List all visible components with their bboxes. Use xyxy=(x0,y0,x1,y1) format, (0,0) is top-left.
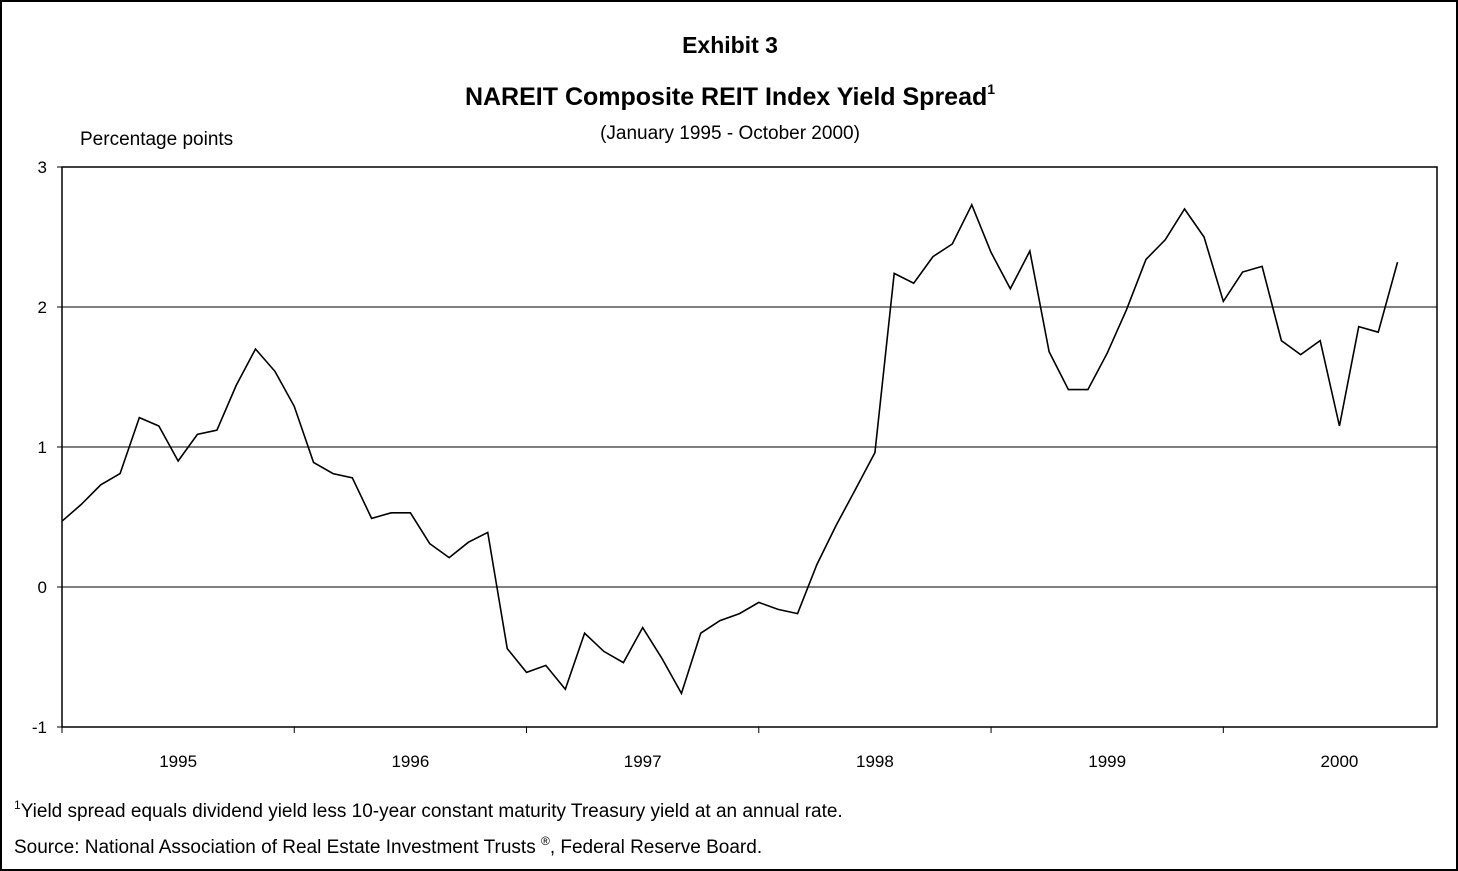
y-axis-label: Percentage points xyxy=(80,129,233,150)
x-tick-label: 1999 xyxy=(1088,752,1126,771)
footnote-marker: 1 xyxy=(14,798,21,812)
x-tick-label: 1997 xyxy=(624,752,662,771)
y-tick-label: 3 xyxy=(38,158,47,177)
plot-area xyxy=(61,166,1438,728)
y-tick-label: 2 xyxy=(38,298,47,317)
chart-subtitle: NAREIT Composite REIT Index Yield Spread… xyxy=(465,81,995,111)
footnote: 1Yield spread equals dividend yield less… xyxy=(14,798,843,822)
y-tick-label: -1 xyxy=(32,718,47,737)
subtitle-text: NAREIT Composite REIT Index Yield Spread xyxy=(465,83,987,111)
x-tick-label: 1998 xyxy=(856,752,894,771)
source: Source: National Association of Real Est… xyxy=(14,834,762,858)
y-tick-label: 1 xyxy=(38,438,47,457)
data-line xyxy=(61,202,1399,696)
y-tick-label: 0 xyxy=(38,578,47,597)
chart-title: Exhibit 3 xyxy=(682,32,778,58)
x-tick-label: 2000 xyxy=(1321,752,1359,771)
subtitle-note: 1 xyxy=(987,81,995,97)
footnote-text: Yield spread equals dividend yield less … xyxy=(21,801,843,822)
x-tick-label: 1995 xyxy=(159,752,197,771)
source-text: Source: National Association of Real Est… xyxy=(14,837,541,858)
x-tick-label: 1996 xyxy=(391,752,429,771)
source-mark: ® xyxy=(541,834,550,848)
date-range: (January 1995 - October 2000) xyxy=(600,123,860,144)
source-end: , Federal Reserve Board. xyxy=(550,837,762,858)
